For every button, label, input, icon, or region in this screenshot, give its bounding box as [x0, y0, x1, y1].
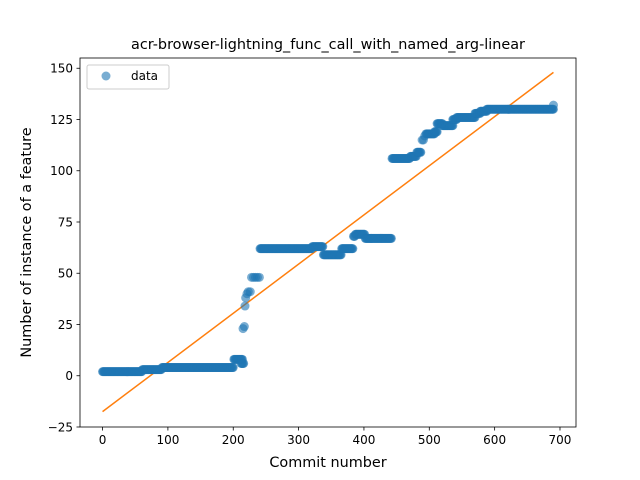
x-axis-label: Commit number — [269, 455, 386, 471]
data-point — [239, 358, 249, 368]
y-tick-label: 150 — [50, 62, 73, 76]
axes-frame — [79, 57, 577, 428]
chart-title: acr-browser-lightning_func_call_with_nam… — [131, 37, 525, 53]
x-tick-label: 700 — [549, 433, 572, 447]
x-tick-label: 600 — [483, 433, 506, 447]
legend-marker — [101, 71, 111, 81]
y-tick-label: −25 — [48, 420, 73, 434]
y-tick-label: 100 — [50, 164, 73, 178]
legend-box — [86, 64, 170, 90]
data-point — [254, 272, 264, 282]
fit-line — [102, 71, 554, 413]
points-layer — [98, 100, 558, 377]
fit-layer — [102, 71, 554, 413]
data-point — [318, 242, 328, 252]
x-tick-label: 100 — [156, 433, 179, 447]
x-tick-label: 300 — [287, 433, 310, 447]
y-tick-label: 75 — [58, 215, 73, 229]
y-tick-label: 50 — [58, 267, 73, 281]
x-tick-label: 500 — [418, 433, 441, 447]
y-tick-label: 0 — [65, 369, 73, 383]
y-tick-label: 125 — [50, 113, 73, 127]
data-point — [348, 244, 358, 254]
data-point — [245, 287, 255, 297]
data-point — [240, 301, 250, 311]
data-point — [416, 147, 426, 157]
data-point — [420, 131, 430, 141]
legend-label: data — [131, 69, 158, 83]
x-tick-label: 400 — [352, 433, 375, 447]
data-point — [239, 322, 249, 332]
x-tick-label: 0 — [99, 433, 107, 447]
x-tick-label: 200 — [222, 433, 245, 447]
data-point — [548, 100, 558, 110]
y-tick-label: 25 — [58, 318, 73, 332]
data-point — [432, 127, 442, 137]
legend: data — [86, 64, 170, 90]
ticks-layer: 0 100 200 300 400 500 600 700 −25 0 25 50 75 100 125 15… — [48, 62, 572, 447]
data-point — [228, 363, 238, 373]
y-axis-label: Number of instance of a feature — [19, 127, 35, 357]
data-point — [386, 233, 396, 243]
